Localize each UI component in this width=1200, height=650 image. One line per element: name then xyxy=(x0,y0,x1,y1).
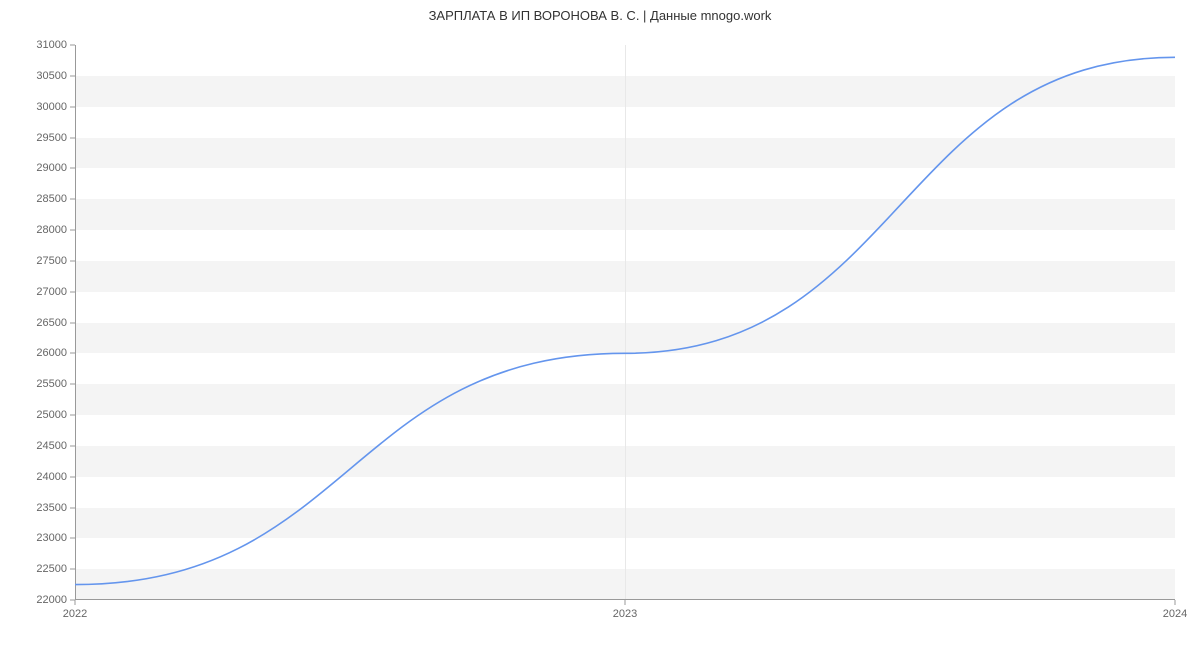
y-tick-label: 22500 xyxy=(36,563,67,575)
y-tick-label: 29500 xyxy=(36,132,67,144)
y-tick-label: 24500 xyxy=(36,440,67,452)
y-tick-label: 23000 xyxy=(36,532,67,544)
y-tick-label: 29000 xyxy=(36,162,67,174)
y-tick-label: 23500 xyxy=(36,502,67,514)
y-tick-label: 28500 xyxy=(36,193,67,205)
x-tick-label: 2023 xyxy=(613,608,637,620)
data-line xyxy=(75,57,1175,584)
line-series-layer xyxy=(75,45,1175,600)
x-tick xyxy=(625,600,626,605)
chart-container: ЗАРПЛАТА В ИП ВОРОНОВА В. С. | Данные mn… xyxy=(0,0,1200,650)
y-tick-label: 24000 xyxy=(36,471,67,483)
y-tick-label: 25000 xyxy=(36,409,67,421)
y-tick-label: 26500 xyxy=(36,317,67,329)
y-tick-label: 30000 xyxy=(36,101,67,113)
y-tick-label: 26000 xyxy=(36,347,67,359)
y-tick-label: 27500 xyxy=(36,255,67,267)
x-tick xyxy=(75,600,76,605)
y-tick-label: 28000 xyxy=(36,224,67,236)
y-tick-label: 27000 xyxy=(36,286,67,298)
x-tick xyxy=(1175,600,1176,605)
x-tick-label: 2024 xyxy=(1163,608,1187,620)
y-tick-label: 30500 xyxy=(36,70,67,82)
y-tick-label: 22000 xyxy=(36,594,67,606)
chart-title: ЗАРПЛАТА В ИП ВОРОНОВА В. С. | Данные mn… xyxy=(0,8,1200,23)
plot-area: 2200022500230002350024000245002500025500… xyxy=(75,45,1175,600)
y-tick-label: 25500 xyxy=(36,378,67,390)
x-tick-label: 2022 xyxy=(63,608,87,620)
y-tick-label: 31000 xyxy=(36,39,67,51)
